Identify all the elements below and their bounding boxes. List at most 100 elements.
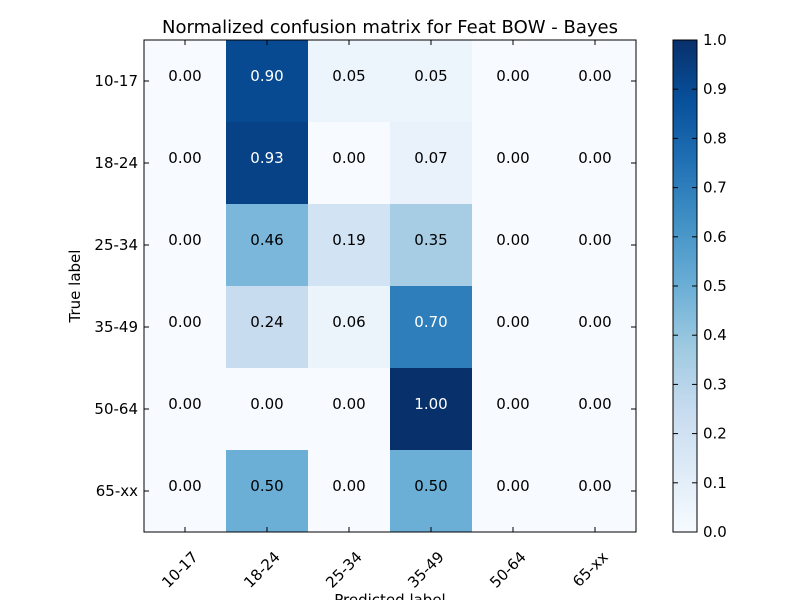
heatmap-cell (472, 204, 555, 287)
plot-frame (143, 39, 637, 533)
heatmap-cell (144, 40, 227, 123)
cell-value-label: 0.00 (168, 67, 201, 85)
colorbar-tick-label: 0.7 (703, 179, 727, 197)
cell-value-label: 0.07 (414, 149, 447, 167)
cell-value-label: 0.06 (332, 313, 365, 331)
y-tick-label: 50-64 (94, 400, 138, 418)
heatmap-cell (390, 368, 473, 451)
colorbar-tick-label: 1.0 (703, 31, 727, 49)
heatmap-cell (472, 368, 555, 451)
x-tick-label: 25-34 (322, 548, 366, 592)
heatmap-cell (308, 286, 391, 369)
heatmap-cell (554, 122, 637, 205)
cell-value-label: 0.24 (250, 313, 283, 331)
heatmap-cell (390, 122, 473, 205)
colorbar-ticks: 0.0 0.1 0.2 0.3 0.4 0.5 0.6 0.7 0.8 0.9 1.0 (673, 31, 727, 541)
heatmap-cell (472, 286, 555, 369)
cell-value-label: 0.00 (168, 477, 201, 495)
heatmap-cell (554, 368, 637, 451)
cell-value-label: 0.00 (168, 231, 201, 249)
cell-value-label: 0.46 (250, 231, 283, 249)
cell-value-label: 0.35 (414, 231, 447, 249)
heatmap-cell (144, 286, 227, 369)
heatmap-cell (308, 450, 391, 533)
heatmap-cell (554, 286, 637, 369)
heatmap-cell (472, 40, 555, 123)
colorbar-tick-label: 0.1 (703, 474, 727, 492)
y-tick-label: 65-xx (96, 482, 138, 500)
heatmap-cell (308, 368, 391, 451)
y-tick-label: 35-49 (94, 318, 138, 336)
heatmap-cell (144, 450, 227, 533)
heatmap-cell (554, 204, 637, 287)
colorbar-tick-label: 0.8 (703, 129, 727, 147)
heatmap-cell (390, 286, 473, 369)
heatmap-cells (144, 40, 637, 533)
heatmap-cell (144, 122, 227, 205)
cell-value-label: 0.00 (332, 395, 365, 413)
cell-value-label: 0.00 (578, 395, 611, 413)
y-axis-label: True label (66, 250, 84, 324)
y-axis-ticks: 10-17 18-24 25-34 35-49 50-64 65-xx (94, 72, 636, 500)
cell-value-label: 0.93 (250, 149, 283, 167)
heatmap-cell (226, 286, 309, 369)
cell-value-label: 0.00 (250, 395, 283, 413)
heatmap-cell (308, 40, 391, 123)
chart-title: Normalized confusion matrix for Feat BOW… (162, 17, 618, 38)
cell-value-label: 0.00 (578, 313, 611, 331)
heatmap-cell (554, 450, 637, 533)
cell-value-label: 1.00 (414, 395, 447, 413)
x-tick-label: 50-64 (486, 548, 530, 592)
heatmap-cell (226, 122, 309, 205)
heatmap-cell (390, 40, 473, 123)
cell-value-label: 0.00 (578, 149, 611, 167)
heatmap-cell (226, 40, 309, 123)
heatmap-cell (472, 450, 555, 533)
cell-value-label: 0.00 (496, 231, 529, 249)
cell-value-label: 0.70 (414, 313, 447, 331)
x-tick-label: 10-17 (158, 548, 202, 592)
heatmap-cell (144, 368, 227, 451)
y-tick-label: 25-34 (94, 236, 138, 254)
x-tick-label: 35-49 (404, 548, 448, 592)
cell-value-label: 0.00 (578, 231, 611, 249)
heatmap-cell (308, 204, 391, 287)
cell-value-label: 0.00 (496, 149, 529, 167)
cell-value-label: 0.00 (496, 313, 529, 331)
cell-value-label: 0.00 (578, 477, 611, 495)
x-axis-label: Predicted label (334, 591, 445, 600)
heatmap-cell (226, 450, 309, 533)
cell-value-label: 0.05 (332, 67, 365, 85)
heatmap-cell (226, 368, 309, 451)
cell-value-label: 0.00 (332, 477, 365, 495)
cell-value-label: 0.00 (496, 67, 529, 85)
heatmap-cell (144, 204, 227, 287)
cell-value-label: 0.00 (168, 149, 201, 167)
colorbar-tick-label: 0.0 (703, 523, 727, 541)
colorbar-tick-label: 0.3 (703, 375, 727, 393)
colorbar-tick-label: 0.9 (703, 80, 727, 98)
colorbar-tick-label: 0.4 (703, 326, 727, 344)
cell-value-label: 0.90 (250, 67, 283, 85)
colorbar-tick-label: 0.5 (703, 277, 727, 295)
heatmap-cell (390, 204, 473, 287)
cell-value-label: 0.00 (496, 477, 529, 495)
cell-value-label: 0.00 (496, 395, 529, 413)
colorbar-tick-label: 0.6 (703, 228, 727, 246)
y-tick-label: 18-24 (94, 154, 138, 172)
cell-value-label: 0.50 (414, 477, 447, 495)
heatmap-cell (390, 450, 473, 533)
cell-value-label: 0.00 (578, 67, 611, 85)
x-tick-label: 18-24 (240, 548, 284, 592)
cell-value-label: 0.00 (168, 395, 201, 413)
heatmap-cell (472, 122, 555, 205)
heatmap-cell (554, 40, 637, 123)
colorbar-tick-label: 0.2 (703, 425, 727, 443)
heatmap-cell-labels: 0.00 0.90 0.05 0.05 0.00 0.00 0.00 0.93 0.00 0.07… (168, 67, 611, 495)
y-tick-label: 10-17 (94, 72, 138, 90)
cell-value-label: 0.05 (414, 67, 447, 85)
x-tick-label: 65-xx (569, 548, 612, 591)
cell-value-label: 0.19 (332, 231, 365, 249)
cell-value-label: 0.50 (250, 477, 283, 495)
